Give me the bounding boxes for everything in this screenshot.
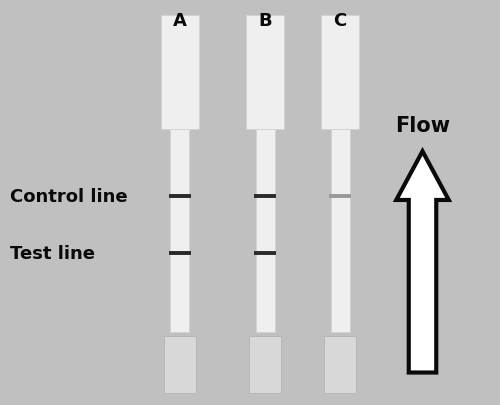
Text: C: C xyxy=(334,12,346,30)
Text: Flow: Flow xyxy=(395,116,450,136)
Bar xyxy=(330,130,349,332)
Polygon shape xyxy=(396,152,449,373)
Text: Test line: Test line xyxy=(10,244,95,262)
Bar xyxy=(322,16,359,130)
Bar xyxy=(249,336,281,393)
Bar xyxy=(164,336,196,393)
Text: B: B xyxy=(258,12,272,30)
Bar xyxy=(324,336,356,393)
Bar xyxy=(161,16,199,130)
Bar xyxy=(256,130,274,332)
Text: Control line: Control line xyxy=(10,188,128,205)
Text: A: A xyxy=(173,12,187,30)
Bar xyxy=(246,16,284,130)
Bar xyxy=(170,130,190,332)
